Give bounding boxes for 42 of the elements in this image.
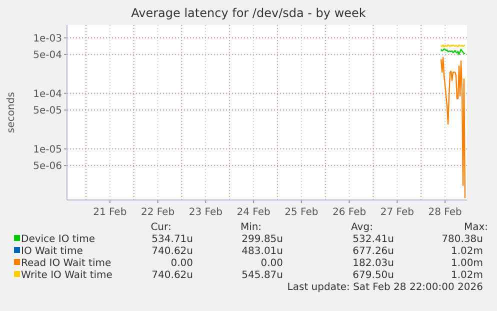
chart-title: Average latency for /dev/sda - by week xyxy=(131,6,366,20)
text: 780.38u xyxy=(442,234,483,245)
text: 532.41u xyxy=(352,234,394,245)
text: 0.00 xyxy=(260,258,283,269)
text: 1.00m xyxy=(450,258,483,269)
text: 545.87u xyxy=(242,270,283,281)
text: 1.02m xyxy=(450,246,483,257)
text: Last update: Sat Feb 28 22:00:00 2026 xyxy=(287,282,483,293)
text: 0.00 xyxy=(170,258,193,269)
text: Min: xyxy=(240,222,262,233)
y-tick-label: 1e-05 xyxy=(33,144,62,156)
x-tick-label: 27 Feb xyxy=(380,207,414,218)
legend-label: Write IO Wait time xyxy=(21,270,112,281)
x-tick-label: 21 Feb xyxy=(93,207,127,218)
x-tick-label: 24 Feb xyxy=(236,207,270,218)
text: Avg: xyxy=(351,222,373,233)
x-tick-label: 26 Feb xyxy=(332,207,366,218)
y-tick-label: 5e-06 xyxy=(33,161,62,172)
text: 740.62u xyxy=(152,270,193,281)
y-tick-label: 5e-05 xyxy=(33,106,62,117)
y-axis-title: seconds xyxy=(6,92,17,133)
text: Cur: xyxy=(150,222,172,233)
text: 182.03u xyxy=(352,258,394,269)
text: 483.01u xyxy=(242,246,283,257)
legend-label: IO Wait time xyxy=(21,246,83,257)
y-tick-label: 1e-04 xyxy=(33,88,62,100)
y-tick-label: 5e-04 xyxy=(33,50,62,62)
text: 534.71u xyxy=(152,234,193,245)
x-tick-label: 25 Feb xyxy=(284,207,318,218)
line-series xyxy=(440,57,466,199)
text: 677.26u xyxy=(352,246,394,257)
x-tick-label: 22 Feb xyxy=(140,207,175,218)
y-tick-label: 1e-03 xyxy=(33,33,62,44)
legend-label: Read IO Wait time xyxy=(21,258,112,269)
text: 1.02m xyxy=(450,270,483,281)
legend-label: Device IO time xyxy=(21,234,95,245)
text: 299.85u xyxy=(242,234,283,245)
text: 740.62u xyxy=(152,246,193,257)
x-tick-label: 28 Feb xyxy=(428,207,462,218)
text: 679.50u xyxy=(352,270,394,281)
text: Max: xyxy=(464,222,488,233)
x-tick-label: 23 Feb xyxy=(188,207,222,218)
